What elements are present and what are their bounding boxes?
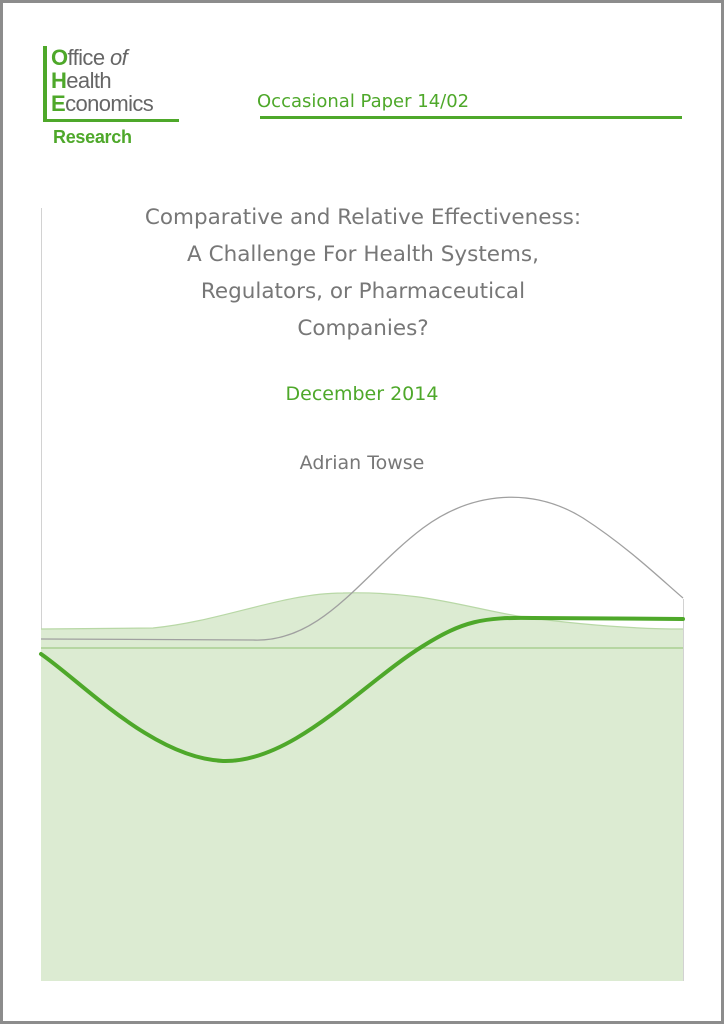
publication-date: December 2014 [285, 383, 439, 405]
logo-line-economics: Economics [51, 91, 154, 116]
title-line: A Challenge For Health Systems, [187, 242, 539, 267]
cover-page: Office of Health Economics Research Occa… [3, 3, 721, 1021]
logo-line-health: Health [51, 68, 112, 93]
green-area-fill [41, 592, 683, 981]
logo-accent-bar [43, 46, 47, 121]
paper-title: Comparative and Relative Effectiveness: … [83, 199, 643, 347]
series-rule [260, 116, 682, 119]
green-area-edge [40, 592, 684, 630]
title-line: Regulators, or Pharmaceutical [200, 279, 526, 304]
logo-research-label: Research [53, 127, 132, 147]
cover-illustration [39, 208, 685, 981]
logo-underline [43, 119, 179, 122]
ohe-logo: Office of Health Economics Research [41, 43, 191, 153]
title-line: Comparative and Relative Effectiveness: [144, 205, 582, 230]
grey-curve [40, 496, 684, 641]
author-name: Adrian Towse [299, 452, 425, 474]
title-line: Companies? [297, 316, 429, 341]
green-curve [39, 615, 685, 764]
series-label: Occasional Paper 14/02 [257, 91, 470, 112]
logo-line-office: Office of [51, 45, 128, 70]
